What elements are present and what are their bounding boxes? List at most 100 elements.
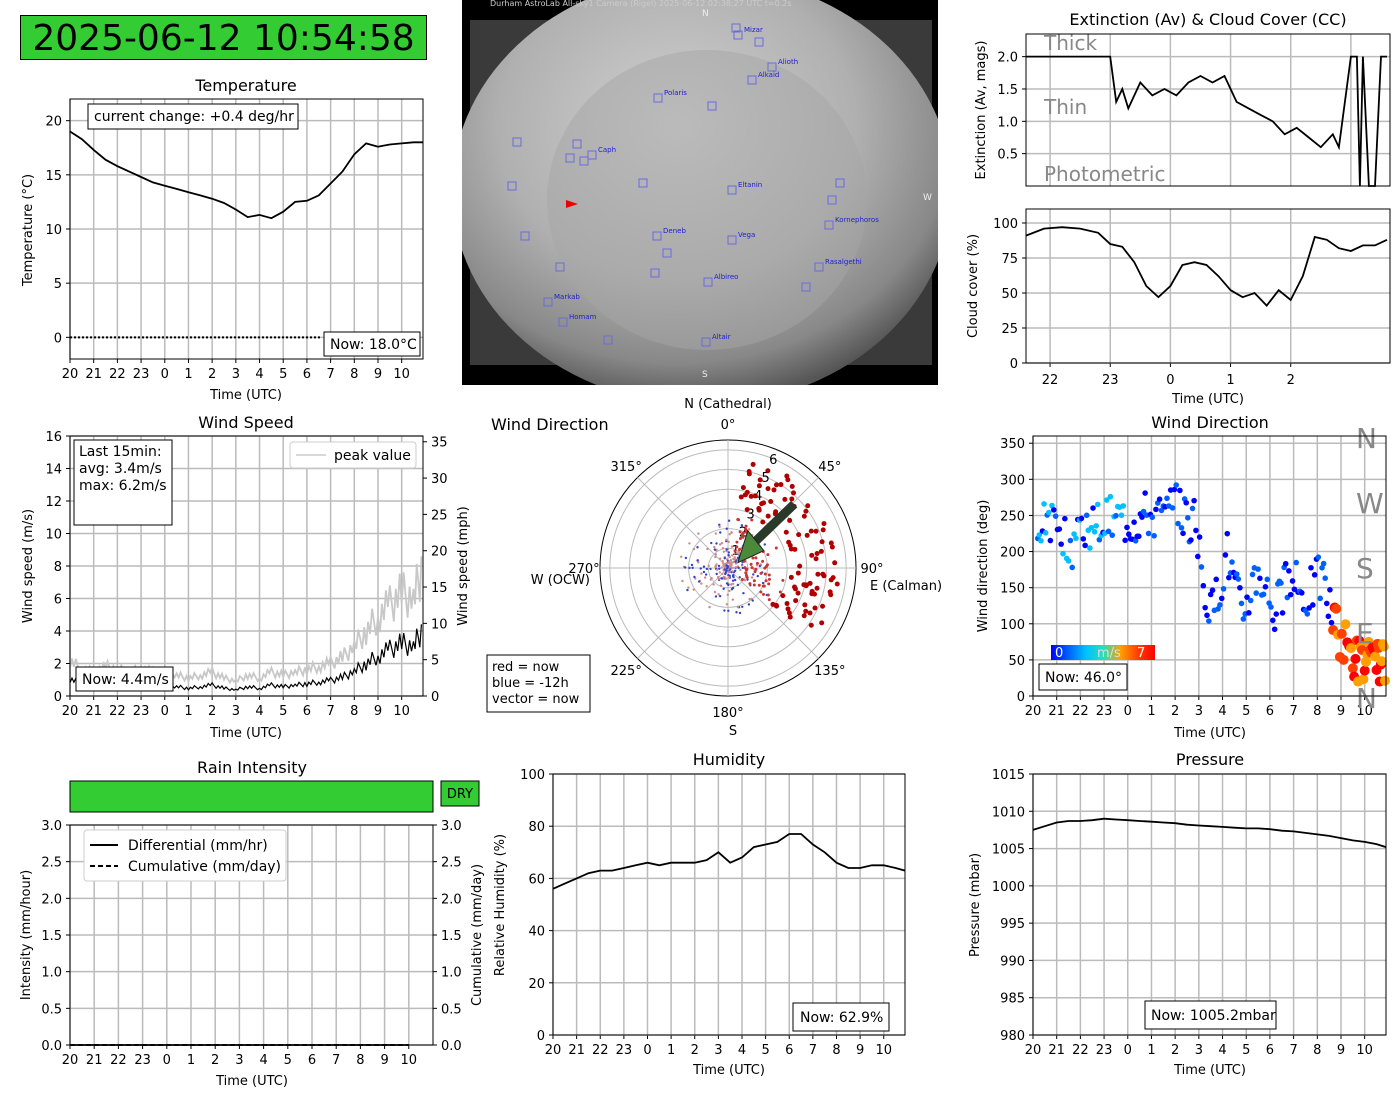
tick-label-x: 10 xyxy=(875,1043,892,1058)
tick-label-y-right: 5 xyxy=(431,654,439,669)
polar-point-old xyxy=(725,538,728,541)
polar-point-old xyxy=(702,565,706,568)
tick-label-x: 22 xyxy=(592,1043,609,1058)
star-label: Albireo xyxy=(714,273,738,281)
tick-label-x: 10 xyxy=(401,1053,418,1068)
polar-point-now xyxy=(803,608,809,614)
polar-point-old xyxy=(720,566,723,569)
tick-label-x: 21 xyxy=(85,704,102,719)
rain-legend-box xyxy=(83,829,287,882)
wind-speed-title: Wind Speed xyxy=(198,413,293,432)
polar-point-old xyxy=(715,563,718,566)
wind-dir-point xyxy=(1233,571,1240,577)
rain-status-text: DRY xyxy=(447,787,473,802)
star-marker xyxy=(747,75,757,85)
polar-point-now xyxy=(741,535,745,539)
rain-status-badge xyxy=(440,780,480,807)
polar-point-now xyxy=(819,620,825,626)
wind-dir-point xyxy=(1178,524,1185,531)
pressure-title: Pressure xyxy=(1176,750,1244,769)
humidity-frame xyxy=(552,773,906,1036)
wind-dir-point xyxy=(1336,628,1347,639)
wind-dir-point xyxy=(1379,675,1390,686)
temperature-now-box xyxy=(323,331,421,357)
tick-label-x: 4 xyxy=(255,704,263,719)
band-photometric: Photometric xyxy=(1044,162,1165,186)
polar-point-old xyxy=(727,609,730,613)
tick-label-x: 3 xyxy=(1195,1043,1203,1058)
wind-dir-point xyxy=(1156,496,1163,503)
polar-point-old xyxy=(737,550,740,553)
tick-label-y: 20 xyxy=(528,977,545,992)
polar-point-old xyxy=(733,552,736,555)
wind-dir-point xyxy=(1107,493,1114,500)
polar-north-label: N (Cathedral) xyxy=(684,397,772,412)
tick-label-x: 23 xyxy=(1102,373,1119,388)
wind-dir-point xyxy=(1191,497,1197,504)
polar-point-old xyxy=(727,560,731,563)
polar-point-old xyxy=(707,564,710,568)
wind-dir-point xyxy=(1247,597,1254,604)
tick-label-y: 3.0 xyxy=(41,819,62,834)
tick-label-x: 20 xyxy=(62,1053,79,1068)
wind-dir-point xyxy=(1131,519,1137,526)
tick-label-y: 80 xyxy=(528,820,545,835)
polar-point-old xyxy=(747,528,751,531)
tick-label-x: 6 xyxy=(303,367,311,382)
polar-point-now xyxy=(804,532,810,538)
extinction-frame xyxy=(1025,33,1391,187)
rain-chart: Rain Intensity DRY 20 21 22 23 0 1 2 3 4 5 6 7 8 9 100… xyxy=(19,758,485,1089)
compass-label: N xyxy=(1356,422,1377,455)
polar-point-old xyxy=(681,579,684,583)
colorbar-max: 7 xyxy=(1137,646,1145,661)
polar-point-old xyxy=(693,575,696,579)
wind-vector-shaft xyxy=(746,500,798,550)
star-marker xyxy=(827,195,837,205)
polar-point-now xyxy=(803,508,809,514)
wind-dir-point xyxy=(1293,559,1300,566)
wind-now-text: Now: 4.4m/s xyxy=(82,672,169,688)
tick-label-x: 0 xyxy=(161,704,169,719)
star-marker xyxy=(814,262,824,272)
polar-legend-blue: blue = -12h xyxy=(492,676,569,691)
polar-point-old xyxy=(726,593,729,597)
polar-point-now xyxy=(748,582,752,586)
polar-point-now xyxy=(751,556,755,560)
wind-dir-point xyxy=(1287,591,1294,598)
wind-direction-title: Wind Direction xyxy=(1151,413,1269,432)
star-label: Alioth xyxy=(778,58,798,66)
polar-point-old xyxy=(718,543,722,546)
wind-dir-point xyxy=(1198,564,1205,570)
polar-point-now xyxy=(795,590,801,596)
wind-dir-point xyxy=(1244,594,1250,600)
tick-label-y: 2.0 xyxy=(997,51,1018,66)
polar-point-old xyxy=(710,541,713,545)
tick-label-y: 2.5 xyxy=(41,856,62,871)
polar-point-old xyxy=(729,559,733,562)
polar-point-now xyxy=(750,461,756,467)
polar-point-old xyxy=(736,605,740,609)
polar-point-old xyxy=(718,594,722,598)
pressure-series xyxy=(1032,817,1387,848)
polar-point-old xyxy=(735,611,738,614)
tick-label-y: 6 xyxy=(54,593,62,608)
polar-point-old xyxy=(731,582,735,586)
tick-label-y: 5 xyxy=(54,277,62,292)
tick-label-y: 50 xyxy=(1001,287,1018,302)
polar-point-old xyxy=(692,588,695,591)
polar-point-old xyxy=(696,559,699,562)
polar-point-now xyxy=(738,537,742,541)
polar-west-label: W (OCW) xyxy=(531,573,590,588)
polar-point-now xyxy=(740,577,744,581)
wind-dir-point xyxy=(1246,610,1252,616)
wind-dir-point xyxy=(1255,566,1261,572)
tick-label-y-right: 0 xyxy=(431,690,439,705)
tick-label-x: 0 xyxy=(163,1053,171,1068)
tick-label-y: 1010 xyxy=(992,805,1025,820)
wind-dir-point xyxy=(1124,524,1130,531)
temperature-change-text: current change: +0.4 deg/hr xyxy=(94,109,294,125)
wind-dir-point xyxy=(1173,482,1180,488)
extinction-series xyxy=(1026,55,1387,187)
wind-dir-point xyxy=(1331,603,1342,614)
pressure-frame xyxy=(1032,773,1387,1036)
